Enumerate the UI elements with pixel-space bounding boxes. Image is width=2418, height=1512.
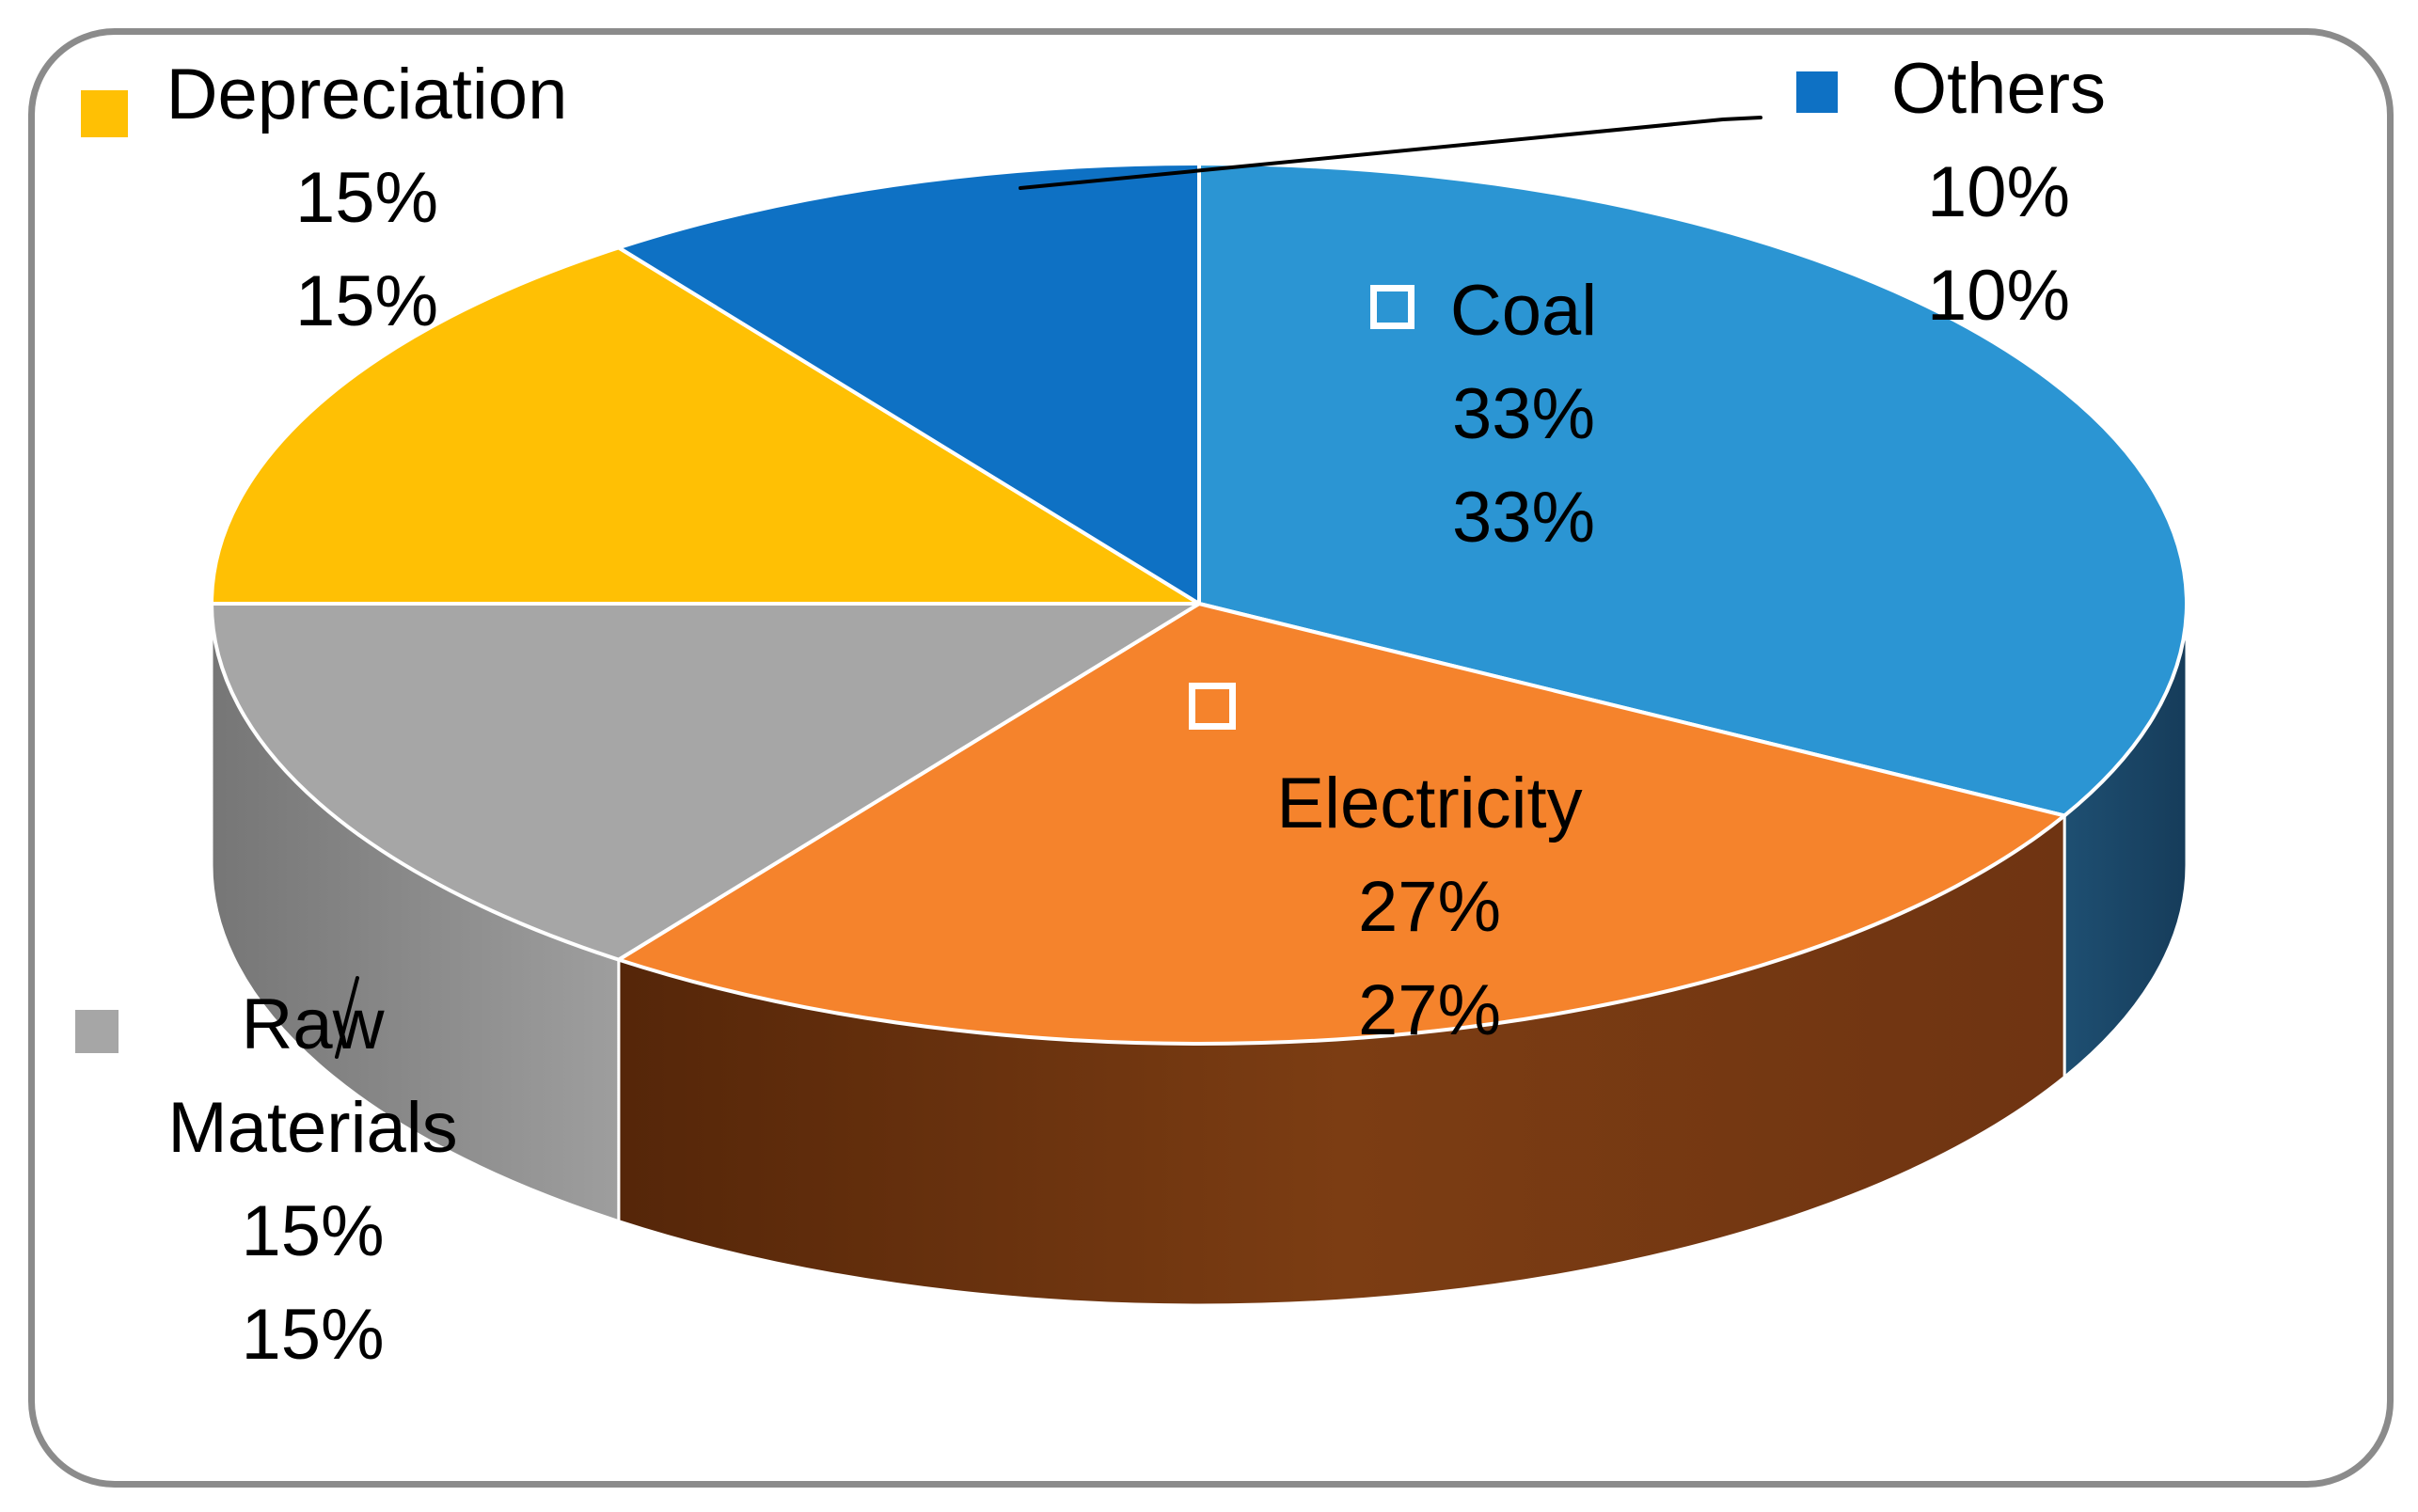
electricity-marker-icon [1189, 683, 1236, 730]
label-line: 33% [1451, 478, 1596, 558]
label-line: Raw [241, 984, 385, 1064]
slice-top-electricity [616, 602, 2067, 1046]
label-line: 15% [241, 1295, 385, 1375]
label-line: 10% [1926, 152, 2071, 232]
raw-materials-marker-icon [75, 1010, 119, 1053]
slice-top-coal [1197, 162, 2189, 818]
coal-marker-icon [1370, 285, 1414, 329]
label-coal: Coal 33% 33% [1364, 260, 1683, 570]
slice-top-depreciation [210, 245, 1201, 606]
label-line: 27% [1357, 867, 1502, 947]
label-depreciation: Depreciation 15% 15% [132, 43, 602, 354]
label-line: Depreciation [166, 55, 568, 134]
label-line: Materials [167, 1088, 458, 1168]
others-marker-icon [1796, 71, 1838, 113]
label-line: 15% [241, 1191, 385, 1271]
label-line: Others [1890, 49, 2107, 129]
label-line: 15% [294, 158, 439, 238]
label-line: 27% [1357, 970, 1502, 1050]
slice-top-others [616, 162, 1201, 606]
label-line: 33% [1451, 374, 1596, 454]
label-electricity: Electricity 27% 27% [1199, 752, 1660, 1063]
label-raw-materials: Raw Materials 15% 15% [85, 973, 541, 1387]
leader-line-others [1019, 116, 1762, 190]
label-line: 10% [1926, 256, 2071, 336]
label-others: Others 10% 10% [1843, 38, 2154, 348]
slice-top-raw-materials [210, 602, 1201, 962]
label-line: Electricity [1276, 764, 1583, 843]
leader-line-raw-materials [335, 976, 359, 1059]
depreciation-marker-icon [81, 90, 128, 137]
label-line: 15% [294, 261, 439, 341]
label-line: Coal [1449, 271, 1598, 351]
